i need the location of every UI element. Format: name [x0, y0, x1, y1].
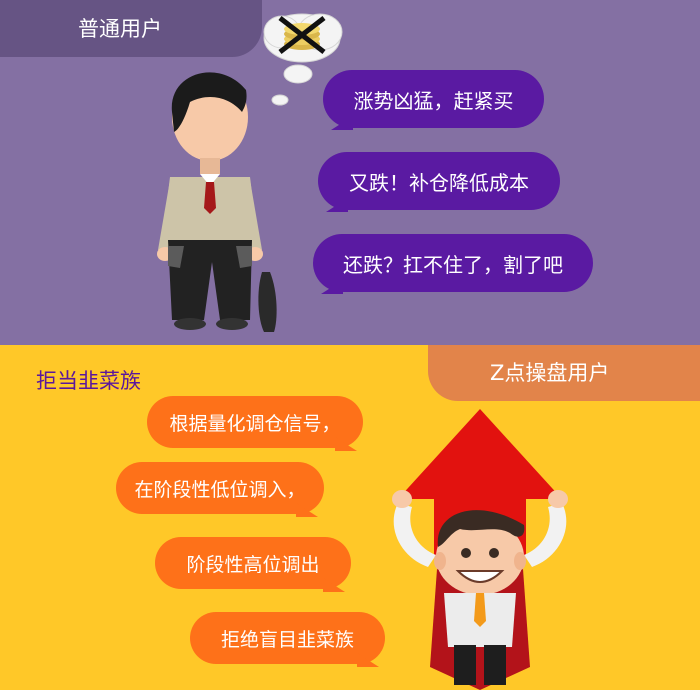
ordinary-user-panel: 普通用户 — [0, 0, 700, 345]
ordinary-user-tab: 普通用户 — [0, 0, 262, 57]
ordinary-user-tab-label: 普通用户 — [78, 17, 162, 41]
speech-bubble-add-position: 又跌！补仓降低成本 — [318, 152, 560, 212]
speech-bubble-low-buy: 在阶段性低位调入， — [116, 462, 324, 517]
speech-bubble-cut-loss: 还跌？扛不住了，割了吧 — [313, 234, 593, 294]
z-point-user-panel: 拒当韭菜族 Z点操盘用户 — [0, 345, 700, 690]
speech-bubble-high-sell: 阶段性高位调出 — [155, 537, 351, 592]
speech-bubble-signal: 根据量化调仓信号， — [147, 396, 363, 451]
speech-bubble-refuse-leek: 拒绝盲目韭菜族 — [190, 612, 385, 667]
crossed-coins-thought-icon — [263, 13, 343, 106]
broke-man-illustration — [157, 72, 277, 332]
superhero-arrow-illustration — [392, 409, 568, 690]
refuse-leek-title: 拒当韭菜族 — [36, 369, 141, 393]
z-point-user-tab-label: Z点操盘用户 — [490, 361, 610, 385]
speech-bubble-buy: 涨势凶猛，赶紧买 — [323, 70, 544, 130]
z-point-user-tab: Z点操盘用户 — [428, 345, 700, 401]
